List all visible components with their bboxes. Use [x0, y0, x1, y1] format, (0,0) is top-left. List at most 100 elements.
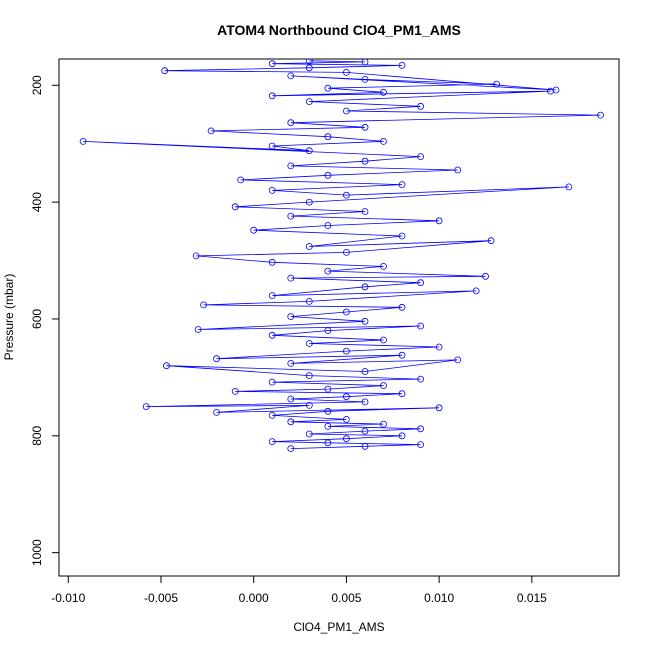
- data-point: [287, 395, 295, 403]
- data-point: [268, 411, 276, 419]
- data-point: [398, 303, 406, 311]
- data-point: [268, 378, 276, 386]
- data-point: [287, 72, 295, 80]
- data-point: [207, 127, 215, 135]
- data-point: [324, 407, 332, 415]
- data-point: [417, 279, 425, 287]
- data-point: [380, 336, 387, 344]
- data-point: [287, 359, 295, 367]
- data-point: [324, 385, 332, 393]
- data-point: [380, 420, 387, 428]
- data-point: [342, 308, 350, 316]
- series-layer: [79, 59, 604, 453]
- data-point: [287, 119, 295, 127]
- data-point: [454, 356, 462, 364]
- data-point: [435, 217, 443, 225]
- data-point: [324, 439, 332, 447]
- data-point: [268, 292, 276, 300]
- y-axis: 200 400 600 800 1000: [30, 75, 60, 566]
- plot-frame: [58, 58, 620, 577]
- data-point: [361, 442, 369, 450]
- y-tick-label: 1000: [30, 539, 44, 566]
- y-tick-label: 600: [30, 309, 44, 329]
- data-point: [268, 438, 276, 446]
- data-point: [361, 427, 369, 435]
- data-point: [324, 84, 332, 92]
- data-point: [268, 60, 276, 68]
- data-point: [268, 186, 276, 194]
- data-point: [237, 176, 245, 184]
- data-point: [380, 137, 387, 145]
- data-point: [324, 222, 332, 229]
- series-line: [83, 60, 601, 449]
- data-point: [194, 326, 202, 333]
- x-tick-label: 0.015: [517, 591, 547, 605]
- data-point: [250, 226, 258, 234]
- x-axis-label: ClO4_PM1_AMS: [293, 620, 384, 634]
- x-tick-label: 0.010: [424, 591, 454, 605]
- data-point: [142, 403, 150, 411]
- data-point: [472, 287, 480, 295]
- data-point: [380, 382, 387, 390]
- data-point: [287, 212, 295, 220]
- data-point: [305, 430, 313, 438]
- data-point: [305, 147, 313, 155]
- data-point: [287, 313, 295, 321]
- y-tick-label: 800: [30, 425, 44, 445]
- data-point: [342, 347, 350, 355]
- data-point: [305, 59, 313, 65]
- data-point: [287, 418, 295, 426]
- data-point: [565, 183, 573, 191]
- data-point: [398, 390, 406, 398]
- data-point: [398, 62, 406, 69]
- data-point: [361, 317, 369, 325]
- data-point: [324, 422, 332, 430]
- data-point: [305, 297, 313, 305]
- data-point: [324, 267, 332, 275]
- data-point: [398, 432, 406, 440]
- y-tick-label: 400: [30, 192, 44, 212]
- data-point: [417, 441, 425, 449]
- data-point: [493, 80, 501, 88]
- data-point: [342, 393, 350, 401]
- x-tick-label: 0.000: [239, 591, 269, 605]
- data-point: [361, 368, 369, 375]
- data-point: [398, 181, 406, 189]
- data-point: [417, 102, 425, 110]
- data-point: [268, 258, 276, 266]
- data-point: [380, 262, 387, 270]
- data-point: [597, 111, 604, 119]
- data-point: [482, 272, 489, 280]
- data-point: [268, 92, 276, 100]
- y-axis-label: Pressure (mbar): [2, 274, 16, 361]
- data-point: [342, 191, 350, 199]
- data-point: [213, 408, 221, 416]
- data-point: [79, 137, 87, 145]
- data-point: [361, 398, 369, 406]
- data-point: [361, 283, 369, 291]
- chart-title: ATOM4 Northbound ClO4_PM1_AMS: [217, 22, 461, 38]
- data-point: [342, 69, 350, 76]
- data-point: [287, 162, 295, 170]
- data-point: [361, 76, 369, 83]
- data-point: [305, 401, 313, 409]
- data-point: [417, 425, 425, 433]
- data-point: [305, 372, 313, 380]
- data-point: [305, 243, 313, 250]
- x-tick-label: -0.005: [144, 591, 178, 605]
- data-point: [305, 98, 313, 105]
- data-point: [213, 355, 221, 363]
- data-point: [417, 375, 425, 383]
- data-point: [398, 232, 406, 240]
- data-point: [324, 133, 332, 141]
- data-point: [200, 301, 208, 309]
- data-point: [231, 203, 239, 211]
- x-tick-label: 0.005: [331, 591, 361, 605]
- data-point: [342, 415, 350, 423]
- data-point: [324, 171, 332, 179]
- data-point: [361, 123, 369, 131]
- data-point: [435, 404, 443, 412]
- data-point: [398, 351, 406, 359]
- data-point: [231, 387, 239, 395]
